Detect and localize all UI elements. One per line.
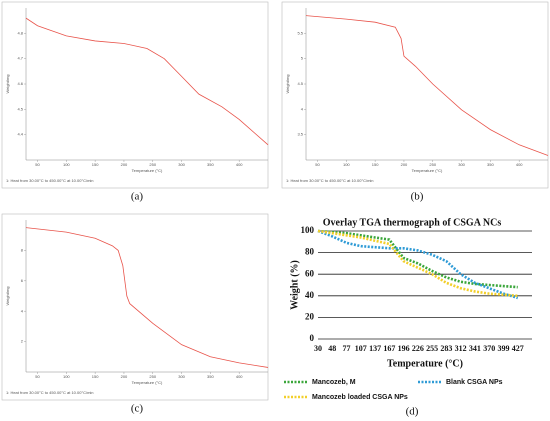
y-tick-label: 6 [21,278,24,283]
x-axis-label: Temperature (°C) [412,168,443,173]
panel-frame [281,1,549,189]
legend-label: Mancozeb, M [312,379,356,386]
x-tick-label: 350 [207,162,214,167]
x-tick-label: 150 [92,162,99,167]
y-tick-label: 40 [305,290,315,300]
x-axis-label: Temperature (°C) [132,380,163,385]
panel-label: (b) [411,191,424,203]
x-tick-label: 107 [355,344,367,353]
y-tick-label: 4 [21,308,24,313]
x-tick-label: 312 [455,344,467,353]
x-tick-label: 150 [372,162,379,167]
x-tick-label: 250 [429,162,436,167]
x-tick-label: 50 [315,162,320,167]
y-tick-label: 4.8 [17,30,23,35]
x-tick-label: 167 [383,344,395,353]
x-axis-label: Temperature (°C) [132,168,163,173]
x-tick-label: 300 [178,374,185,379]
series-line [317,229,519,300]
x-tick-label: 137 [369,344,381,353]
y-tick-label: 4.5 [297,81,303,86]
x-tick-label: 350 [487,162,494,167]
x-axis-label: Temperature (°C) [387,358,463,369]
footer: 1: Heat from 30.00°C to 450.00°C at 10.0… [6,390,94,395]
x-tick-label: 50 [35,162,40,167]
y-axis-label: Weight/mg [5,286,10,305]
y-tick-label: 4 [301,106,304,111]
footer: 1: Heat from 30.00°C to 450.00°C at 10.0… [286,178,374,183]
x-tick-label: 400 [516,162,523,167]
x-tick-label: 200 [121,162,128,167]
x-tick-label: 255 [426,344,438,353]
series-line [317,229,518,298]
y-tick-label: 5 [301,56,304,61]
x-tick-label: 50 [35,374,40,379]
x-tick-label: 370 [483,344,495,353]
panel-label: (d) [406,406,419,418]
panel-frame [1,1,269,189]
y-axis-label: Weight (%) [289,260,300,310]
x-tick-label: 300 [178,162,185,167]
x-tick-label: 100 [63,374,70,379]
x-tick-label: 250 [149,162,156,167]
panel-label: (a) [131,191,144,203]
x-tick-label: 300 [458,162,465,167]
legend-label: Mancozeb loaded CSGA NPs [312,394,408,401]
x-tick-label: 400 [236,162,243,167]
y-tick-label: 8 [21,247,24,252]
y-tick-label: 4.4 [17,132,23,137]
tga-curve [305,15,549,156]
y-tick-label: 4.7 [17,56,23,61]
y-tick-label: 20 [305,311,315,321]
y-tick-label: 4.5 [17,106,23,111]
y-axis-label: Weight/mg [5,74,10,93]
y-tick-label: 5.5 [297,30,303,35]
y-axis-label: Weight/mg [285,74,290,93]
x-tick-label: 77 [343,344,351,353]
y-tick-label: 0 [310,333,315,343]
tga-curve [25,227,269,368]
y-tick-label: 60 [305,268,315,278]
legend-label: Blank CSGA NPs [446,379,503,386]
x-tick-label: 427 [512,344,524,353]
y-tick-label: 80 [305,247,315,257]
y-tick-label: 4.6 [17,81,23,86]
x-tick-label: 350 [207,374,214,379]
y-tick-label: 100 [301,225,315,235]
y-tick-label: 2 [21,339,24,344]
chart-title: Overlay TGA thermograph of CSGA NCs [323,217,502,228]
x-tick-label: 100 [343,162,350,167]
x-tick-label: 200 [401,162,408,167]
tga-curve [25,17,269,146]
x-tick-label: 150 [92,374,99,379]
x-tick-label: 226 [412,344,424,353]
x-tick-label: 341 [469,344,481,353]
x-tick-label: 200 [121,374,128,379]
footer: 1: Heat from 30.00°C to 450.00°C at 10.0… [6,178,94,183]
panel-label: (c) [131,403,144,415]
x-tick-label: 196 [398,344,410,353]
x-tick-label: 30 [314,344,322,353]
x-tick-label: 250 [149,374,156,379]
x-tick-label: 283 [440,344,452,353]
series-line [317,229,518,289]
x-tick-label: 48 [328,344,336,353]
x-tick-label: 400 [236,374,243,379]
panel-frame [1,213,269,401]
x-tick-label: 100 [63,162,70,167]
x-tick-label: 399 [497,344,509,353]
y-tick-label: 3.5 [297,132,303,137]
